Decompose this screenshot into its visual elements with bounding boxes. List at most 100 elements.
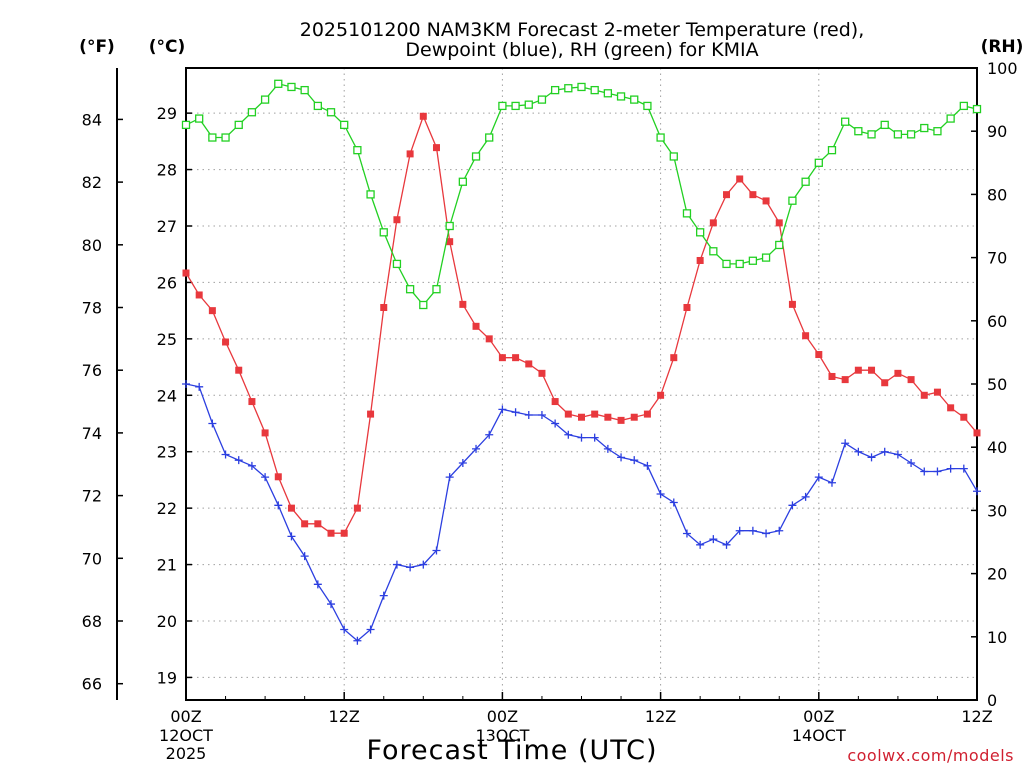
rh-point	[419, 300, 428, 310]
chart-title-line2: Dewpoint (blue), RH (green) for KMIA	[405, 39, 758, 61]
dewpoint-point	[485, 430, 494, 439]
temperature-point	[828, 372, 836, 380]
dewpoint-point	[577, 433, 586, 442]
rh-point	[959, 101, 968, 111]
rh-point	[735, 259, 744, 269]
dewpoint-point	[511, 408, 520, 417]
dewpoint-point	[617, 453, 626, 462]
dewpoint-point	[524, 411, 533, 420]
dewpoint-point	[775, 526, 784, 535]
temperature-point	[551, 398, 559, 406]
temperature-point	[749, 191, 757, 199]
rh-point	[458, 177, 468, 186]
dewpoint-point	[208, 419, 217, 428]
temperature-point	[683, 304, 691, 312]
temperature-point	[393, 216, 401, 224]
fahrenheit-tick-label: 84	[82, 110, 102, 129]
x-tick-label-date: 12OCT	[159, 726, 213, 745]
rh-point	[775, 240, 784, 250]
dewpoint-point	[959, 464, 968, 473]
temperature-point	[696, 256, 704, 264]
rh-point	[353, 146, 362, 155]
rh-point	[788, 196, 797, 205]
dewpoint-point	[537, 411, 546, 420]
temperature-point	[709, 219, 717, 227]
x-tick-label-time: 12Z	[645, 707, 676, 726]
rh-point	[234, 120, 243, 130]
temperature-point	[815, 351, 823, 359]
dewpoint-point	[801, 492, 810, 501]
celsius-tick-label: 28	[157, 161, 177, 180]
temperature-point	[933, 388, 941, 396]
temperature-point	[564, 410, 572, 418]
temperature-point	[578, 413, 585, 421]
dewpoint-point	[287, 532, 296, 541]
rh-point	[471, 152, 481, 161]
temperature-point	[604, 413, 612, 421]
temperature-point	[947, 404, 955, 412]
rh-tick-label: 90	[987, 122, 1007, 141]
dewpoint-point	[946, 464, 955, 473]
rh-point	[709, 247, 718, 256]
temperature-point	[222, 338, 230, 346]
temperature-point	[485, 335, 493, 343]
temperature-point	[327, 529, 335, 537]
chart-title-line1: 2025101200 NAM3KM Forecast 2-meter Tempe…	[300, 19, 864, 41]
rh-point	[920, 123, 929, 133]
rh-point	[260, 95, 270, 104]
temperature-point	[353, 504, 361, 512]
temperature-point	[287, 504, 295, 512]
dewpoint-point	[300, 552, 309, 561]
temperature-point	[538, 369, 546, 377]
dewpoint-point	[880, 447, 889, 456]
rh-point	[933, 127, 942, 136]
dewpoint-point	[564, 430, 573, 439]
rh-point	[972, 104, 982, 114]
rh-point	[841, 117, 850, 126]
temperature-point	[472, 322, 480, 330]
dewpoint-point	[603, 444, 612, 453]
fahrenheit-tick-label: 72	[82, 487, 102, 506]
dewpoint-point	[432, 546, 441, 555]
dewpoint-point	[392, 560, 401, 569]
dewpoint-point	[788, 501, 797, 510]
rh-point	[524, 100, 533, 109]
celsius-tick-label: 19	[157, 668, 177, 687]
dewpoint-point	[841, 439, 850, 448]
temperature-point	[512, 354, 520, 362]
dewpoint-point	[696, 540, 705, 549]
dewpoint-line	[185, 383, 978, 642]
dewpoint-point	[182, 380, 190, 388]
dewpoint-point	[920, 467, 929, 476]
dewpoint-point	[973, 487, 981, 496]
dewpoint-point	[762, 529, 771, 538]
rh-point	[748, 256, 758, 265]
rh-point	[696, 228, 705, 237]
temperature-point	[301, 520, 309, 528]
dewpoint-point	[735, 526, 744, 535]
grid-lines	[186, 68, 977, 700]
rh-point	[893, 130, 903, 139]
rh-point	[827, 146, 837, 155]
rh-point	[801, 177, 810, 186]
dewpoint-point	[827, 478, 836, 487]
temperature-point	[498, 354, 506, 362]
rh-tick-label: 0	[987, 691, 997, 710]
temperature-point	[261, 429, 269, 437]
temperature-point	[591, 410, 599, 418]
x-tick-label-time: 00Z	[487, 707, 518, 726]
temperature-point	[775, 219, 783, 227]
rh-point	[181, 120, 191, 130]
temperature-point	[894, 369, 902, 377]
rh-point	[498, 101, 507, 111]
rh-point	[537, 95, 547, 104]
temperature-point	[182, 269, 190, 277]
dewpoint-point	[907, 459, 916, 467]
temperature-point	[419, 112, 427, 120]
celsius-tick-label: 23	[157, 443, 177, 462]
temperature-point	[617, 416, 625, 424]
temperature-point	[907, 376, 915, 384]
rh-point	[577, 82, 586, 92]
dewpoint-point	[669, 498, 678, 507]
